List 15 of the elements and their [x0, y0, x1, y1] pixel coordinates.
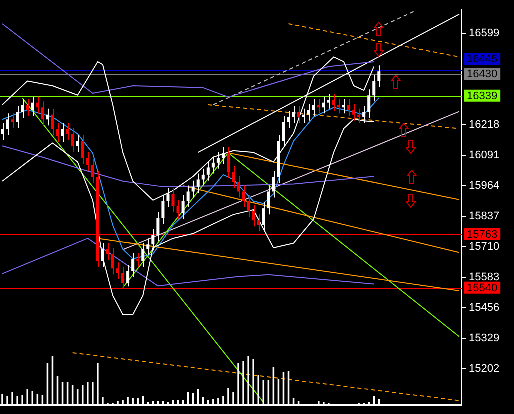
y-tick-label: 15329: [469, 332, 500, 345]
y-tick-label: 15583: [469, 272, 500, 284]
y-tick-label: 15710: [469, 241, 500, 254]
y-tick-label: 15837: [469, 210, 500, 223]
ref-line-label: 15763: [467, 228, 498, 241]
y-tick-label: 15202: [469, 363, 500, 376]
ref-line-label: 16445: [467, 54, 498, 66]
y-tick-label: 15456: [469, 302, 500, 314]
ref-line-label: 16430: [467, 68, 498, 81]
y-tick-label: 16599: [469, 27, 500, 40]
y-tick-label: 16091: [469, 149, 500, 162]
y-tick-label: 15964: [469, 180, 500, 192]
y-tick-label: 16218: [469, 118, 500, 131]
ref-line-label: 16339: [467, 90, 498, 102]
ref-line-label: 15540: [467, 282, 498, 294]
